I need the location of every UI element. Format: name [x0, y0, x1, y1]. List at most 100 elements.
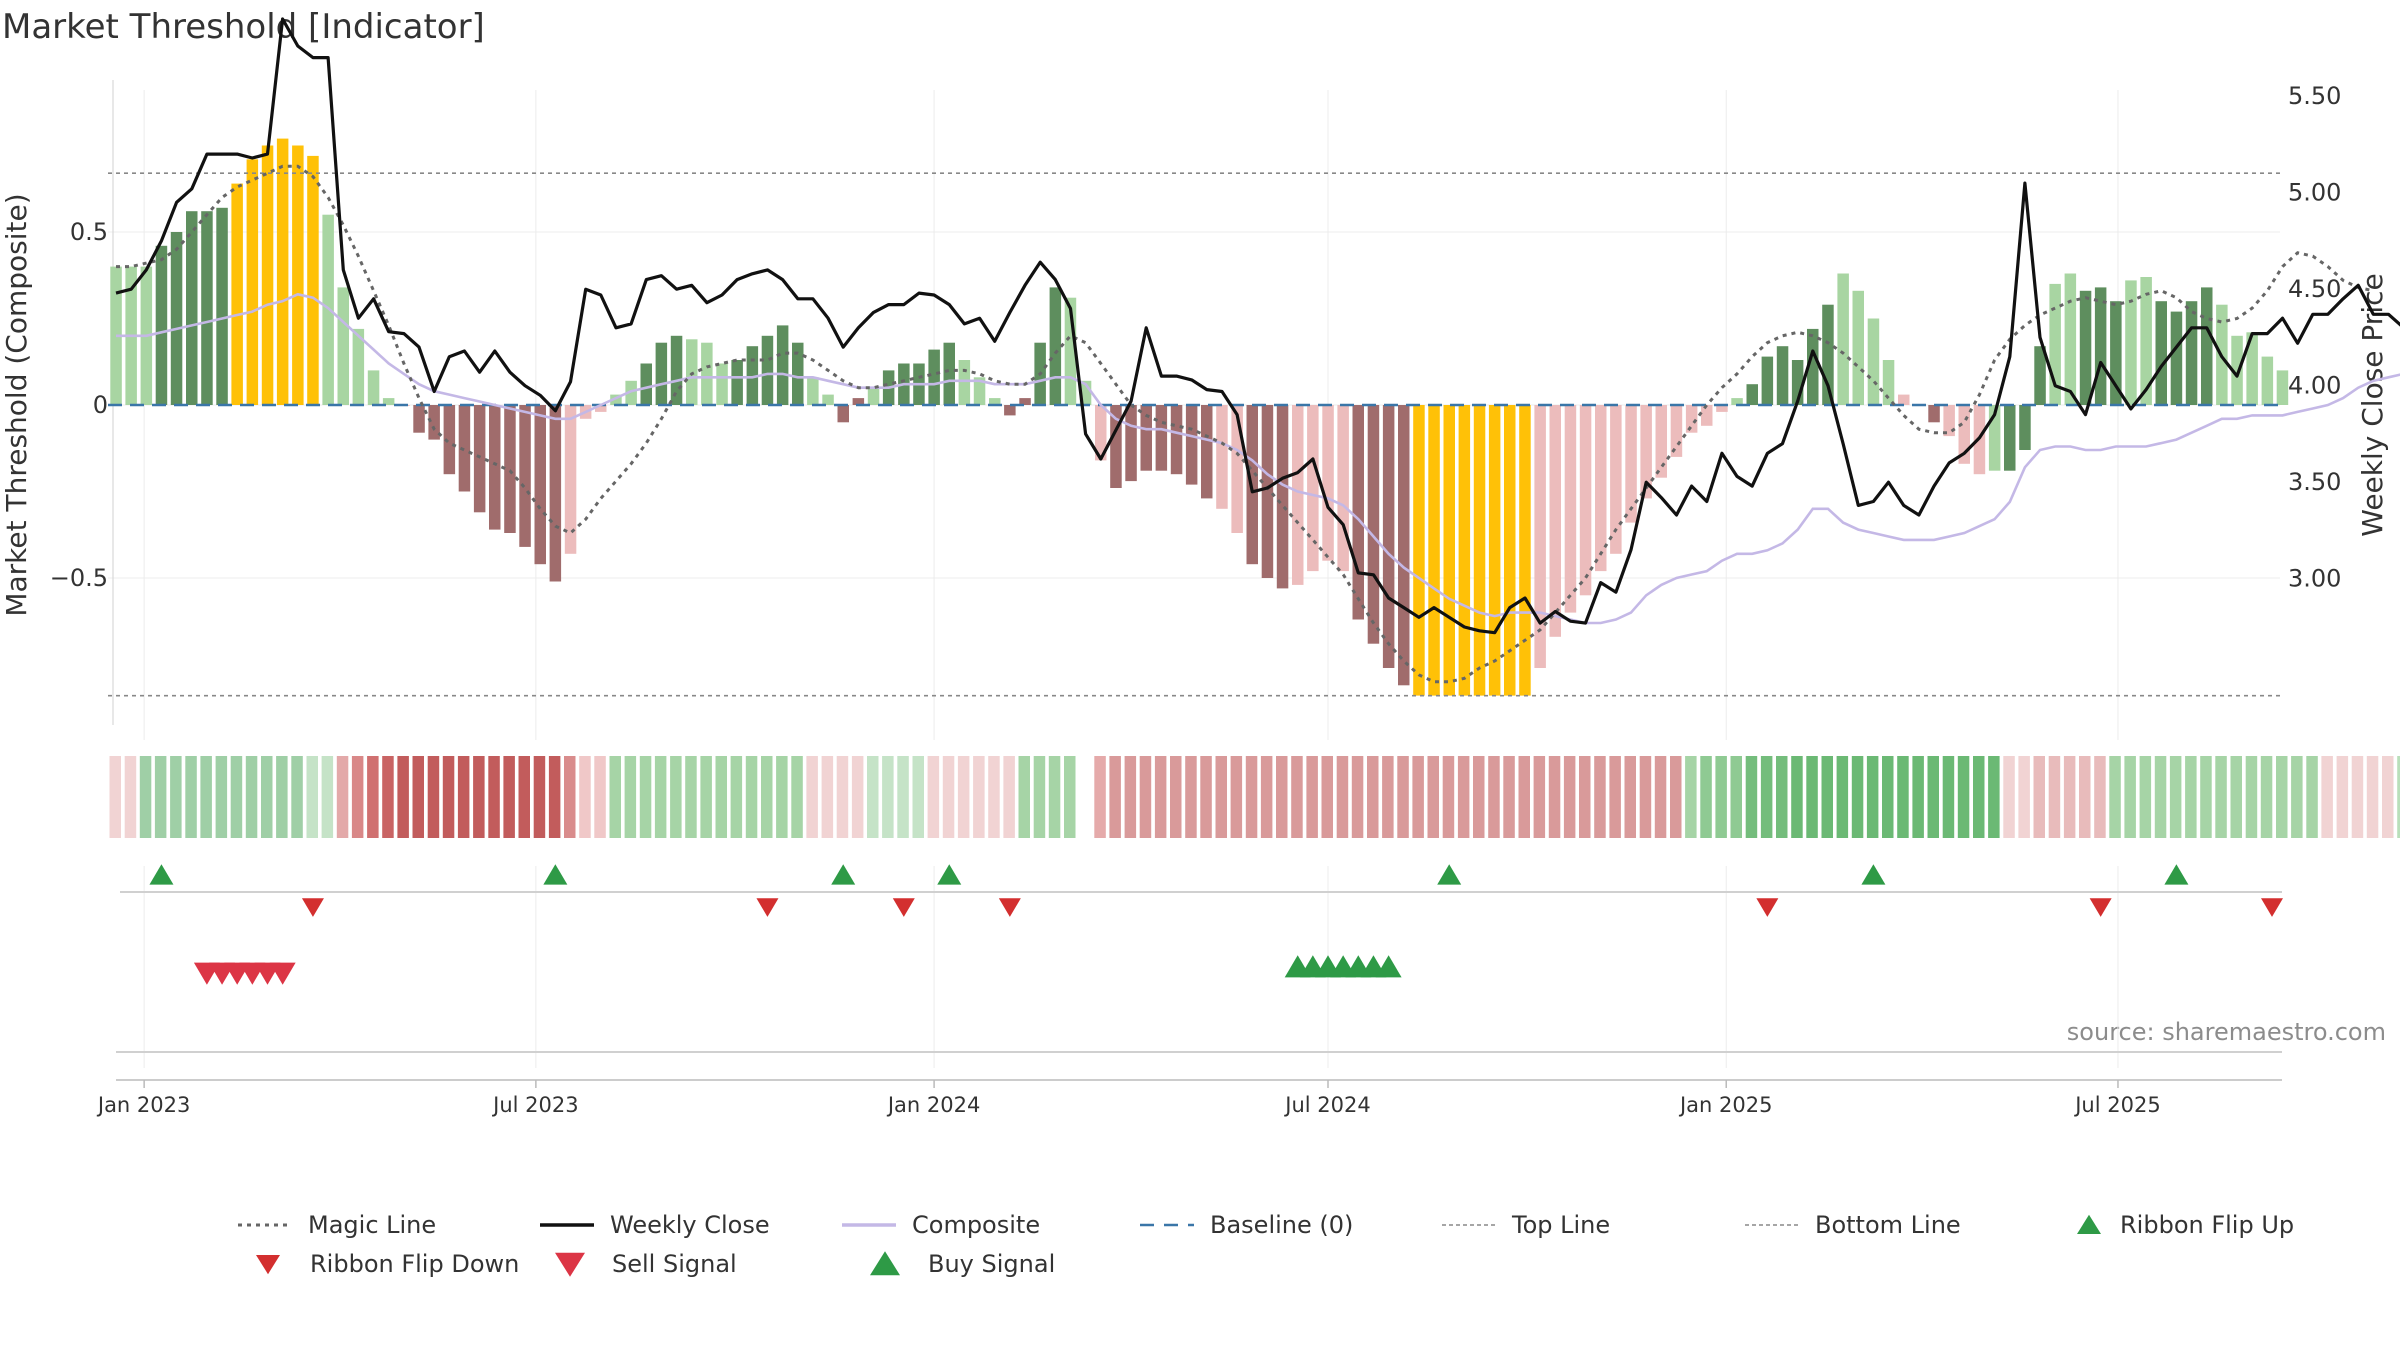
composite-bar — [382, 398, 395, 405]
ribbon-flip-up-marker — [543, 864, 568, 885]
composite-bar — [1716, 405, 1728, 412]
composite-bar — [1019, 398, 1031, 405]
composite-bar — [625, 380, 637, 405]
composite-bar — [1761, 356, 1774, 405]
ribbon-cell — [1836, 756, 1849, 838]
ribbon-cell — [867, 756, 879, 838]
ribbon-cell — [1776, 756, 1788, 838]
ribbon-cell — [2382, 756, 2394, 838]
legend-item: Composite — [842, 1211, 1040, 1239]
ribbon-cell — [761, 756, 773, 838]
composite-bar — [519, 405, 531, 547]
legend-item: Ribbon Flip Up — [2077, 1211, 2294, 1239]
x-tick-label: Jan 2025 — [1678, 1093, 1773, 1117]
reference-lines — [108, 172, 2280, 697]
ribbon-flip-down-marker — [756, 898, 779, 917]
ribbon-cell — [1579, 756, 1591, 838]
composite-bar — [1625, 405, 1637, 523]
main-panel-grid — [108, 80, 2280, 1068]
magic-line — [116, 164, 2374, 684]
ribbon-cell — [200, 756, 212, 838]
y-tick-label-left: −0.5 — [50, 564, 108, 592]
legend-label: Sell Signal — [612, 1250, 737, 1278]
ribbon-flip-up-marker — [937, 864, 962, 885]
composite-bar — [2110, 301, 2122, 405]
composite-bar — [2004, 405, 2016, 471]
composite-bar — [276, 138, 289, 405]
composite-line — [116, 292, 2400, 625]
ribbon-cell — [564, 756, 576, 838]
ribbon-cell — [1124, 756, 1137, 838]
ribbon-cell — [2230, 756, 2242, 838]
composite-bar — [1882, 360, 1895, 405]
legend-swatch — [555, 1252, 585, 1277]
ribbon-cell — [1291, 756, 1303, 838]
composite-bar — [307, 155, 319, 405]
sell-signal-marker — [269, 962, 296, 985]
ribbon-cell — [609, 756, 621, 838]
ribbon-cell — [791, 756, 803, 838]
composite-bar — [443, 405, 456, 475]
composite-bar — [1807, 328, 1819, 405]
composite-bar — [1125, 405, 1137, 482]
composite-bar — [2231, 335, 2243, 405]
composite-bar — [867, 387, 880, 405]
composite-bar — [1216, 405, 1228, 509]
composite-bar — [1852, 290, 1864, 405]
composite-bar — [1746, 384, 1758, 405]
ribbon-cell — [927, 756, 940, 838]
ribbon-cell — [1503, 756, 1515, 838]
ribbon-cell — [1518, 756, 1530, 838]
composite-bar — [1488, 405, 1501, 696]
legend-label: Baseline (0) — [1210, 1211, 1353, 1239]
ribbon-cell — [1882, 756, 1894, 838]
composite-bar — [261, 145, 274, 405]
ribbon-cell — [1260, 756, 1273, 838]
ribbon-cell — [230, 756, 243, 838]
composite-bar — [1307, 405, 1319, 572]
ribbon-cell — [1442, 756, 1455, 838]
ribbon-cell — [1200, 756, 1212, 838]
ribbon-cell — [2185, 756, 2197, 838]
composite-bar — [776, 325, 789, 405]
composite-bar — [1185, 405, 1198, 485]
ribbon-cell — [1988, 756, 2000, 838]
composite-bar — [413, 405, 425, 433]
ribbon-cell — [291, 756, 303, 838]
ribbon-cell — [503, 756, 515, 838]
legend-item: Weekly Close — [540, 1211, 770, 1239]
composite-bar — [2079, 290, 2092, 405]
ribbon-cell — [1397, 756, 1409, 838]
ribbon-flip-up-marker — [149, 864, 174, 885]
legend-item: Magic Line — [238, 1211, 436, 1239]
composite-bar — [246, 159, 259, 405]
composite-bar — [337, 287, 349, 405]
composite-bar — [1655, 405, 1667, 478]
composite-bar — [292, 145, 304, 405]
ribbon-cell — [776, 756, 788, 838]
ribbon-cell — [1973, 756, 1985, 838]
x-axis: Jan 2023 Jul 2023 Jan 2024 Jul 2024 Jan 2025… — [96, 1079, 2282, 1117]
legend-label: Composite — [912, 1211, 1040, 1239]
ribbon-cell — [1897, 756, 1909, 838]
ribbon-cell — [1927, 756, 1939, 838]
ribbon-cell — [1276, 756, 1288, 838]
composite-bar — [170, 232, 183, 405]
ribbon-cell — [957, 756, 970, 838]
composite-bar — [1928, 405, 1940, 423]
x-tick-label: Jan 2023 — [96, 1093, 191, 1117]
composite-bar — [1640, 405, 1652, 499]
ribbon-cell — [1033, 756, 1046, 838]
composite-bar — [655, 342, 668, 405]
ribbon-cell — [851, 756, 864, 838]
ribbon-cell — [2018, 756, 2030, 838]
ribbon-cell — [1473, 756, 1485, 838]
legend-item: Baseline (0) — [1140, 1211, 1353, 1239]
ribbon-cell — [715, 756, 727, 838]
y-axis-label-left: Market Threshold (Composite) — [0, 193, 33, 616]
ribbon-cell — [1942, 756, 1955, 838]
composite-bar — [2276, 370, 2289, 405]
y-tick-label-right: 5.00 — [2288, 179, 2341, 207]
legend-swatch — [2077, 1214, 2101, 1234]
ribbon-cell — [1048, 756, 1061, 838]
